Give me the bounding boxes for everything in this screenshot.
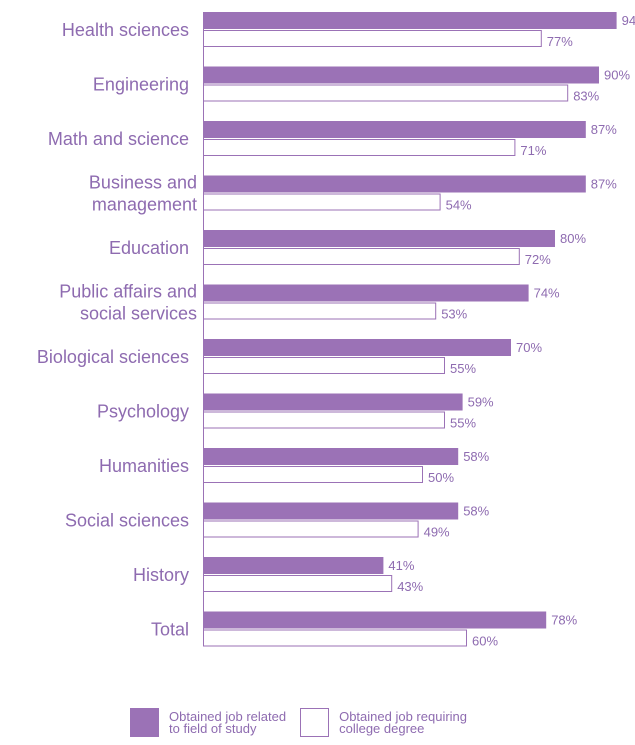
bar-related <box>203 611 547 629</box>
value-label: 74% <box>534 286 560 301</box>
value-label: 60% <box>472 634 498 649</box>
category-label: Health sciences <box>62 20 189 40</box>
value-label: 43% <box>397 579 423 594</box>
bar-degree <box>203 193 441 211</box>
value-label: 49% <box>424 525 450 540</box>
value-label: 71% <box>520 143 546 158</box>
bar-related <box>203 448 459 465</box>
value-label: 70% <box>516 340 542 355</box>
category-label: Total <box>151 619 189 639</box>
value-label: 54% <box>446 198 472 213</box>
value-label: 80% <box>560 231 586 246</box>
value-label: 87% <box>591 177 617 192</box>
value-label: 50% <box>428 470 454 485</box>
category-label: Math and science <box>48 129 189 149</box>
bar-degree <box>203 302 437 320</box>
legend-swatch-degree <box>300 708 330 737</box>
category-label: History <box>133 565 189 585</box>
bar-related <box>203 502 459 520</box>
value-label: 87% <box>591 122 617 137</box>
category-label: Education <box>109 238 189 258</box>
value-label: 58% <box>463 449 489 464</box>
value-label: 53% <box>441 307 467 322</box>
value-label: 41% <box>388 558 414 573</box>
legend: Obtained job related to field of study O… <box>130 708 467 737</box>
category-label: Biological sciences <box>37 347 189 367</box>
value-label: 90% <box>604 68 630 83</box>
bar-degree <box>203 575 393 592</box>
bar-related <box>203 12 617 29</box>
value-label: 94% <box>622 13 635 28</box>
bar-related <box>203 175 586 193</box>
category-label: Public affairs and <box>59 281 197 301</box>
value-label: 55% <box>450 416 476 431</box>
bar-degree <box>203 466 423 483</box>
bar-related <box>203 66 599 84</box>
legend-item-degree: Obtained job requiring college degree <box>300 708 467 737</box>
bar-related <box>203 284 529 302</box>
value-label: 78% <box>551 613 577 628</box>
bar-degree <box>203 139 516 156</box>
category-label: Engineering <box>93 74 189 94</box>
legend-swatch-related <box>130 708 159 737</box>
value-label: 72% <box>525 252 551 267</box>
bar-chart: Health sciences 94% 77% Engineering 90% 83% Ma… <box>37 12 635 649</box>
legend-item-related: Obtained job related to field of study <box>130 708 286 737</box>
bar-degree <box>203 629 467 647</box>
value-label: 77% <box>547 34 573 49</box>
bar-degree <box>203 520 419 538</box>
bar-degree <box>203 30 542 47</box>
category-label: social services <box>80 303 197 323</box>
bar-related <box>203 339 511 356</box>
bar-degree <box>203 84 569 102</box>
category-label: Social sciences <box>65 510 189 530</box>
category-label: Psychology <box>97 401 189 421</box>
bar-related <box>203 557 384 574</box>
bar-related <box>203 121 586 138</box>
bar-degree <box>203 411 445 429</box>
bar-degree <box>203 248 520 265</box>
category-label: management <box>92 194 197 214</box>
legend-label-degree: Obtained job requiring college degree <box>339 709 468 736</box>
value-label: 59% <box>468 395 494 410</box>
value-label: 55% <box>450 361 476 376</box>
category-label: Humanities <box>99 456 189 476</box>
legend-label-related: Obtained job related to field of study <box>169 709 287 736</box>
value-label: 83% <box>573 89 599 104</box>
bar-degree <box>203 357 445 374</box>
category-label: Business and <box>89 172 197 192</box>
bar-related <box>203 393 463 411</box>
bar-related <box>203 230 555 247</box>
value-label: 58% <box>463 504 489 519</box>
